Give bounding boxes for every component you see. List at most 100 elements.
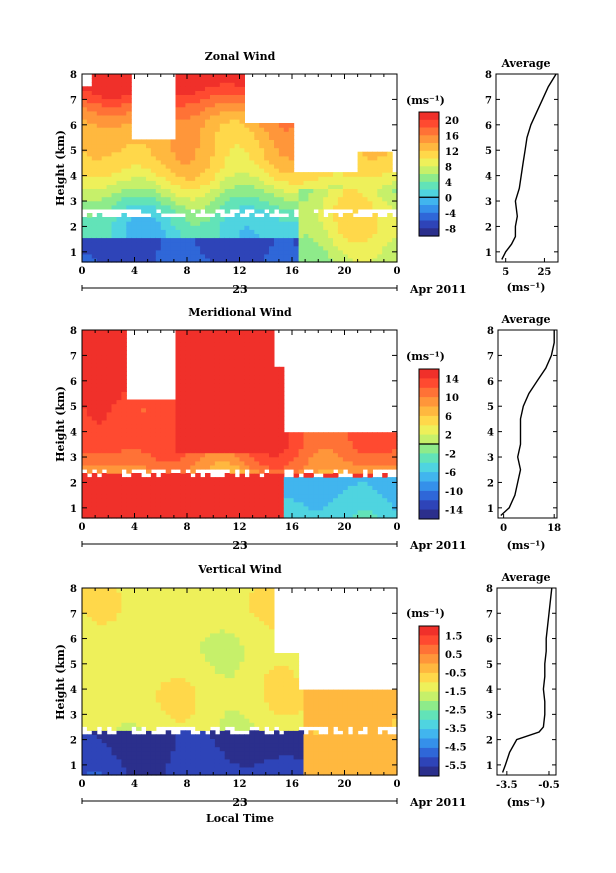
- heatmap-cell: [150, 460, 157, 466]
- heatmap-cell: [82, 346, 88, 351]
- heatmap-cell: [210, 98, 216, 104]
- heatmap-cell: [323, 180, 329, 185]
- heatmap-cell: [165, 159, 172, 165]
- heatmap-cell: [175, 257, 181, 263]
- heatmap-cell: [175, 196, 181, 202]
- heatmap-cell: [106, 334, 113, 339]
- heatmap-cell: [82, 758, 88, 764]
- heatmap-cell: [86, 464, 93, 470]
- heatmap-cell: [200, 127, 206, 132]
- heatmap-cell: [150, 253, 157, 259]
- heatmap-cell: [111, 620, 117, 626]
- heatmap-cell: [269, 436, 275, 441]
- heatmap-cell: [234, 399, 241, 405]
- heatmap-cell: [146, 139, 152, 145]
- heatmap-cell: [288, 217, 295, 222]
- heatmap-cell: [254, 505, 260, 511]
- heatmap-cell: [141, 399, 147, 405]
- heatmap-cell: [180, 493, 186, 499]
- heatmap-cell: [86, 200, 93, 206]
- heatmap-cell: [121, 440, 127, 445]
- heatmap-cell: [229, 245, 236, 251]
- heatmap-cell: [214, 188, 221, 194]
- heatmap-cell: [146, 241, 152, 247]
- heatmap-cell: [86, 147, 93, 153]
- heatmap-cell: [269, 135, 275, 140]
- heatmap-cell: [372, 497, 378, 503]
- heatmap-cell: [244, 395, 250, 401]
- heatmap-cell: [91, 204, 98, 210]
- heatmap-cell: [131, 464, 137, 470]
- heatmap-cell: [234, 456, 241, 462]
- heatmap-cell: [131, 452, 137, 458]
- heatmap-cell: [82, 184, 88, 189]
- heatmap-cell: [278, 469, 285, 474]
- heatmap-cell: [180, 362, 186, 368]
- heatmap-cell: [219, 497, 226, 503]
- heatmap-cell: [96, 489, 103, 495]
- heatmap-cell: [111, 135, 117, 140]
- heatmap-cell: [155, 456, 162, 462]
- heatmap-cell: [274, 419, 280, 425]
- heatmap-cell: [155, 225, 162, 230]
- heatmap-cell: [116, 653, 122, 658]
- heatmap-cell: [219, 98, 226, 104]
- heatmap-cell: [200, 460, 206, 466]
- heatmap-cell: [205, 237, 211, 243]
- heatmap-cell: [249, 151, 255, 157]
- heatmap-cell: [293, 436, 300, 441]
- heatmap-cell: [224, 411, 231, 417]
- heatmap-cell: [200, 485, 206, 490]
- heatmap-cell: [96, 701, 103, 707]
- heatmap-cell: [377, 477, 383, 482]
- heatmap-cell: [347, 489, 354, 495]
- heatmap-cell: [86, 432, 93, 437]
- heatmap-cell: [106, 82, 113, 87]
- heatmap-cell: [254, 456, 260, 462]
- heatmap-cell: [106, 147, 113, 153]
- heatmap-cell: [190, 419, 196, 425]
- heatmap-cell: [377, 229, 383, 234]
- heatmap-cell: [224, 86, 231, 91]
- heatmap-cell: [101, 241, 108, 247]
- zonal-profile-title: Average: [500, 57, 550, 70]
- heatmap-cell: [150, 473, 157, 478]
- heatmap-cell: [249, 432, 255, 437]
- heatmap-cell: [146, 419, 152, 425]
- heatmap-cell: [150, 513, 157, 519]
- heatmap-cell: [86, 407, 93, 413]
- heatmap-cell: [106, 452, 113, 458]
- heatmap-cell: [200, 452, 206, 458]
- heatmap-cell: [214, 237, 221, 243]
- heatmap-cell: [229, 127, 236, 132]
- heatmap-cell: [219, 485, 226, 490]
- heatmap-cell: [219, 428, 226, 433]
- heatmap-cell: [224, 501, 231, 507]
- colorbar-swatch: [419, 444, 439, 454]
- profile-y-tick-label: 7: [487, 351, 494, 362]
- heatmap-cell: [293, 501, 300, 507]
- heatmap-cell: [180, 163, 186, 169]
- heatmap-cell: [205, 225, 211, 230]
- heatmap-cell: [274, 505, 280, 511]
- heatmap-cell: [269, 233, 275, 239]
- heatmap-cell: [86, 362, 93, 368]
- heatmap-cell: [200, 163, 206, 169]
- heatmap-cell: [141, 419, 147, 425]
- heatmap-cell: [259, 375, 265, 380]
- heatmap-cell: [82, 370, 88, 376]
- heatmap-cell: [121, 196, 127, 202]
- heatmap-cell: [190, 379, 196, 384]
- heatmap-cell: [352, 225, 359, 230]
- heatmap-cell: [155, 196, 162, 202]
- heatmap-cell: [91, 119, 98, 124]
- heatmap-cell: [214, 151, 221, 157]
- heatmap-cell: [126, 436, 132, 441]
- heatmap-cell: [234, 460, 241, 466]
- heatmap-cell: [96, 665, 103, 670]
- heatmap-cell: [234, 334, 241, 339]
- heatmap-cell: [126, 628, 132, 634]
- heatmap-cell: [372, 249, 378, 255]
- heatmap-cell: [101, 424, 108, 429]
- heatmap-cell: [214, 221, 221, 226]
